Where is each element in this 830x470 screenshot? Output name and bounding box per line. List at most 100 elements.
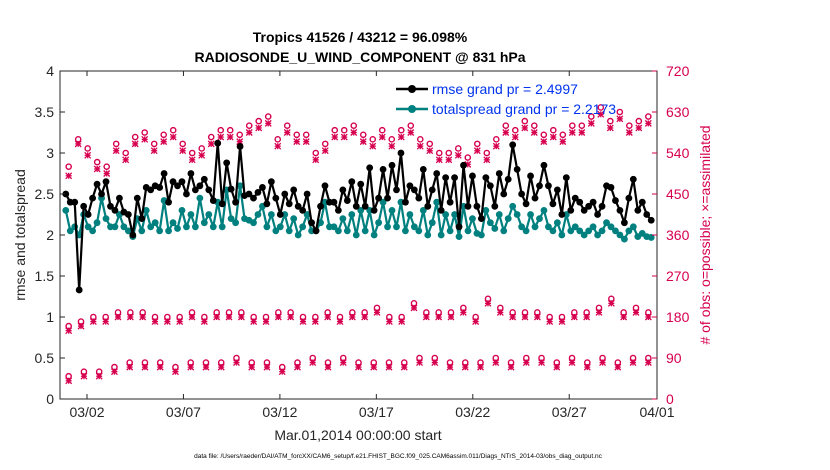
obs-assimilated-marker xyxy=(264,119,272,127)
totalspread-point xyxy=(419,207,427,214)
rmse-point xyxy=(428,186,436,194)
rmse-point xyxy=(200,175,208,183)
legend-marker-rmse xyxy=(408,85,416,93)
rmse-point xyxy=(111,207,119,214)
obs-assimilated-marker xyxy=(597,110,605,118)
totalspread-point xyxy=(571,223,579,231)
totalspread-point xyxy=(276,223,284,231)
obs-assimilated-marker xyxy=(263,363,271,371)
legend: rmse grand pr = 2.4997 totalspread grand… xyxy=(396,81,616,117)
obs-assimilated-marker xyxy=(461,363,469,371)
obs-assimilated-marker xyxy=(324,363,332,371)
left-tick-label: 3.5 xyxy=(35,104,55,120)
obs-assimilated-marker xyxy=(169,133,177,141)
rmse-point xyxy=(442,174,450,182)
totalspread-point xyxy=(518,223,526,231)
obs-possible-marker xyxy=(616,108,624,116)
obs-possible-marker xyxy=(340,126,348,134)
rmse-point xyxy=(285,200,293,208)
rmse-point xyxy=(384,194,391,202)
obs-assimilated-marker xyxy=(77,322,85,330)
obs-assimilated-marker xyxy=(171,368,179,376)
obs-assimilated-marker xyxy=(278,368,286,376)
obs-assimilated-marker xyxy=(620,313,628,321)
obs-possible-marker xyxy=(626,122,633,129)
rmse-point xyxy=(647,216,655,224)
totalspread-point xyxy=(384,223,391,231)
obs-possible-marker xyxy=(103,163,110,170)
totalspread-point xyxy=(415,227,423,235)
obs-assimilated-marker xyxy=(568,129,576,136)
totalspread-point xyxy=(410,223,418,231)
totalspread-point xyxy=(464,227,472,235)
obs-possible-marker xyxy=(312,149,320,157)
obs-assimilated-marker xyxy=(416,359,423,367)
obs-possible-marker xyxy=(331,126,339,134)
right-tick-label: 630 xyxy=(666,104,690,120)
obs-assimilated-marker xyxy=(355,363,362,371)
rmse-point xyxy=(491,202,499,210)
obs-possible-marker xyxy=(530,122,538,129)
chart-title-line1: Tropics 41526 / 43212 = 96.098% xyxy=(253,29,468,45)
obs-assimilated-marker xyxy=(255,124,263,132)
obs-assimilated-marker xyxy=(103,170,111,177)
obs-possible-marker xyxy=(84,145,91,152)
obs-assimilated-marker xyxy=(426,147,434,155)
totalspread-point xyxy=(66,227,74,235)
obs-assimilated-marker xyxy=(65,327,73,335)
totalspread-point xyxy=(187,211,195,218)
obs-assimilated-marker xyxy=(459,308,467,316)
rmse-point xyxy=(133,194,141,202)
left-tick-label: 4 xyxy=(46,63,54,79)
rmse-point xyxy=(500,190,508,198)
totalspread-point xyxy=(437,231,445,239)
rmse-point xyxy=(187,170,195,177)
y-axis-label-right: # of obs: o=possible; ×=assimilated xyxy=(697,125,713,344)
obs-assimilated-marker xyxy=(522,359,530,367)
obs-assimilated-marker xyxy=(483,156,491,164)
rmse-point xyxy=(75,286,83,294)
rmse-point xyxy=(250,194,257,202)
obs-assimilated-marker xyxy=(65,377,73,385)
rmse-point xyxy=(89,194,97,202)
obs-assimilated-marker xyxy=(509,313,517,321)
rmse-point xyxy=(223,159,231,167)
obs-assimilated-marker xyxy=(245,129,253,136)
obs-assimilated-marker xyxy=(540,138,548,146)
obs-possible-marker xyxy=(198,145,206,152)
totalspread-point xyxy=(509,202,517,210)
obs-assimilated-marker xyxy=(400,363,408,371)
obs-possible-marker xyxy=(464,154,472,161)
obs-possible-marker xyxy=(131,133,139,141)
totalspread-point xyxy=(393,223,400,231)
obs-assimilated-marker xyxy=(65,172,73,180)
totalspread-point xyxy=(536,215,543,223)
rmse-point xyxy=(477,215,485,223)
x-tick-label: 03/27 xyxy=(552,404,587,420)
rmse-point xyxy=(495,170,503,177)
obs-possible-marker xyxy=(559,131,567,139)
rmse-point xyxy=(93,180,101,188)
obs-assimilated-marker xyxy=(309,359,317,367)
obs-count-layer xyxy=(65,104,652,385)
rmse-point xyxy=(321,182,329,190)
rmse-point xyxy=(196,182,204,190)
rmse-point xyxy=(209,197,217,204)
obs-possible-marker xyxy=(283,122,291,129)
rmse-point xyxy=(299,207,307,214)
totalspread-point xyxy=(124,227,132,235)
obs-assimilated-marker xyxy=(163,318,171,326)
rmse-point xyxy=(71,198,79,206)
obs-assimilated-marker xyxy=(102,318,110,326)
totalspread-point xyxy=(612,227,619,235)
rmse-point xyxy=(245,190,253,198)
rmse-point xyxy=(598,202,606,210)
right-tick-label: 0 xyxy=(666,391,674,407)
rmse-point xyxy=(527,172,534,180)
rmse-point xyxy=(464,202,472,210)
left-tick-label: 2.5 xyxy=(35,186,55,202)
obs-assimilated-marker xyxy=(473,147,481,155)
obs-assimilated-marker xyxy=(370,363,378,371)
right-tick-label: 540 xyxy=(666,145,690,161)
rmse-point xyxy=(147,186,155,194)
